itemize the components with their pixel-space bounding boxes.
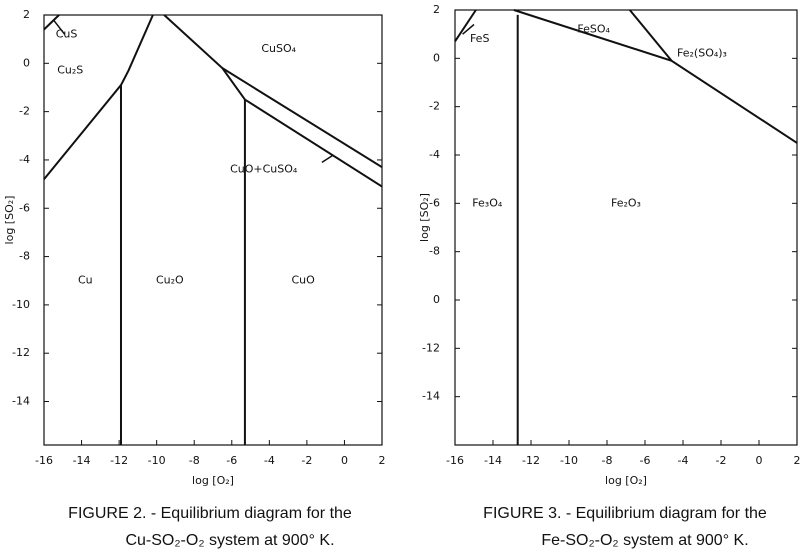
x-tick-label: 2 [794,454,800,467]
pointer-arrow [462,23,475,35]
region-label: Cu₂S [57,64,83,77]
pointer-arrow [321,154,334,163]
phase-boundary [43,14,60,31]
phase-boundary [43,14,154,180]
plot-frame [454,9,798,446]
y-tick-label: 0 [433,293,440,306]
x-tick-label: -6 [226,454,237,467]
phase-boundary [629,9,673,62]
x-tick-label: -6 [640,454,651,467]
x-tick-label: -4 [264,454,275,467]
y-tick-label: 0 [23,56,30,69]
x-tick-label: -2 [301,454,312,467]
y-tick-label: -14 [422,390,440,403]
phase-boundary [244,98,383,188]
y-tick-label: -4 [19,153,30,166]
y-tick-label: -8 [429,245,440,258]
x-tick-label: -14 [73,454,91,467]
y-tick-label: -4 [429,148,440,161]
y-tick-label: -12 [12,346,30,359]
region-label: CuO+CuSO₄ [230,163,298,176]
x-tick-label: -10 [148,454,166,467]
phase-boundary [221,67,383,169]
region-label: FeSO₄ [577,22,610,35]
phase-boundary [454,9,477,42]
y-tick-label: -6 [429,196,440,209]
y-tick-label: -14 [12,395,30,408]
caption: FIGURE 2. - Equilibrium diagram for the [68,505,352,522]
x-tick-label: -8 [602,454,613,467]
region-label: Fe₃O₄ [472,196,503,209]
caption: Cu-SO₂-O₂ system at 900° K. [125,532,334,549]
plot-frame [43,14,383,446]
y-tick-label: -2 [19,105,30,118]
region-label: CuSO₄ [261,42,296,55]
x-tick-label: -4 [678,454,689,467]
phase-boundary [513,9,798,144]
x-tick-label: -16 [446,454,464,467]
x-tick-label: 2 [379,454,386,467]
x-tick-label: 0 [341,454,348,467]
region-label: CuS [56,27,78,40]
region-label: Fe₂(SO₄)₃ [677,47,727,60]
x-tick-label: 0 [756,454,763,467]
region-label: Fe₂O₃ [611,196,641,209]
region-label: Cu [78,274,93,287]
y-tick-label: -2 [429,100,440,113]
x-tick-label: -16 [35,454,53,467]
y-tick-label: -6 [19,201,30,214]
x-tick-label: -10 [560,454,578,467]
x-axis-label: log [O₂] [605,474,647,487]
y-tick-label: 2 [23,8,30,21]
y-axis-label: log [SO₂] [418,193,431,242]
phase-boundary [163,14,246,101]
y-axis-label: log [SO₂] [3,196,16,245]
x-tick-label: -12 [522,454,540,467]
y-tick-label: -12 [422,341,440,354]
caption: Fe-SO₂-O₂ system at 900° K. [541,532,748,549]
y-tick-label: 2 [433,3,440,16]
x-tick-label: -8 [189,454,200,467]
x-tick-label: -14 [484,454,502,467]
y-tick-label: -8 [19,250,30,263]
caption: FIGURE 3. - Equilibrium diagram for the [483,505,767,522]
region-label: CuO [291,274,315,287]
y-tick-label: 0 [433,51,440,64]
x-tick-label: -12 [110,454,128,467]
pointer-arrow [52,19,66,35]
region-label: Cu₂O [156,274,184,287]
x-axis-label: log [O₂] [192,474,234,487]
region-label: FeS [470,32,489,45]
y-tick-label: -10 [12,298,30,311]
x-tick-label: -2 [716,454,727,467]
